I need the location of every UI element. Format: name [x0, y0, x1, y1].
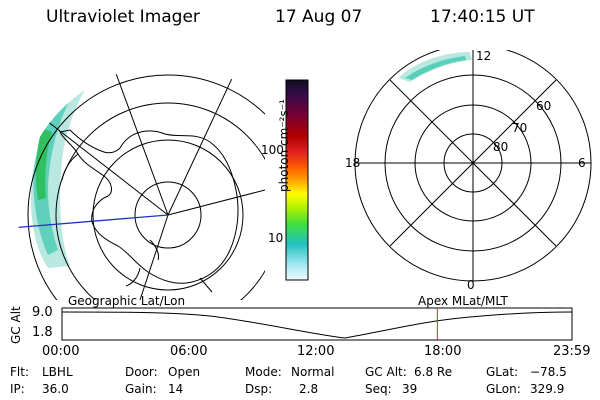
mlt-label-18: 18 — [345, 156, 361, 170]
ip-label: IP: — [10, 382, 25, 396]
geographic-map — [18, 65, 265, 300]
glon-label: GLon: — [486, 382, 521, 396]
gc-alt-label: GC Alt: — [365, 365, 407, 379]
gain-label: Gain: — [125, 382, 157, 396]
mode-label: Mode: — [245, 365, 282, 379]
door-value: Open — [168, 365, 201, 379]
time-tick-2359: 23:59 — [553, 344, 591, 359]
mode-value: Normal — [291, 365, 335, 379]
apex-coords-label: Apex MLat/MLT — [418, 294, 508, 308]
glat-label: GLat: — [486, 365, 519, 379]
altitude-axis-label: GC Alt — [9, 306, 23, 344]
mlat-label-70: 70 — [512, 121, 528, 135]
altitude-curve — [61, 311, 573, 339]
mlat-label-80: 80 — [493, 140, 509, 154]
gc-alt-value: 6.8 Re — [414, 365, 453, 379]
time-tick-0600: 06:00 — [170, 344, 208, 359]
dsp-label: Dsp: — [245, 382, 273, 396]
filter-value: LBHL — [42, 365, 73, 379]
seq-label: Seq: — [365, 382, 392, 396]
altitude-plot — [61, 307, 573, 341]
polar-mlat-mlt-plot — [354, 50, 592, 282]
glon-value: 329.9 — [530, 382, 565, 396]
mlt-label-12: 12 — [476, 49, 492, 63]
dsp-value: 2.8 — [299, 382, 319, 396]
date-label: 17 Aug 07 — [275, 7, 363, 27]
mlat-label-60: 60 — [536, 99, 552, 113]
coastline — [59, 129, 239, 284]
filter-label: Flt: — [10, 365, 29, 379]
mlt-label-6: 6 — [578, 156, 586, 170]
instrument-title: Ultraviolet Imager — [46, 7, 200, 27]
time-tick-1200: 12:00 — [297, 344, 335, 359]
time-label: 17:40:15 UT — [430, 7, 535, 27]
colorbar-tick-10: 10 — [268, 231, 284, 245]
glat-value: −78.5 — [530, 365, 567, 379]
altitude-tick-1-8: 1.8 — [32, 325, 53, 340]
ip-value: 36.0 — [42, 382, 69, 396]
altitude-tick-9: 9.0 — [32, 305, 53, 320]
colorbar-tick-100: 100 — [261, 143, 284, 157]
time-tick-1800: 18:00 — [424, 344, 462, 359]
time-tick-0000: 00:00 — [42, 344, 80, 359]
colorbar — [285, 79, 309, 281]
colorbar-unit-label: photon cm⁻²s⁻¹ — [277, 99, 291, 192]
geographic-coords-label: Geographic Lat/Lon — [68, 294, 186, 308]
gain-value: 14 — [168, 382, 184, 396]
seq-value: 39 — [402, 382, 418, 396]
door-label: Door: — [125, 365, 158, 379]
mlt-label-0: 0 — [467, 278, 475, 292]
